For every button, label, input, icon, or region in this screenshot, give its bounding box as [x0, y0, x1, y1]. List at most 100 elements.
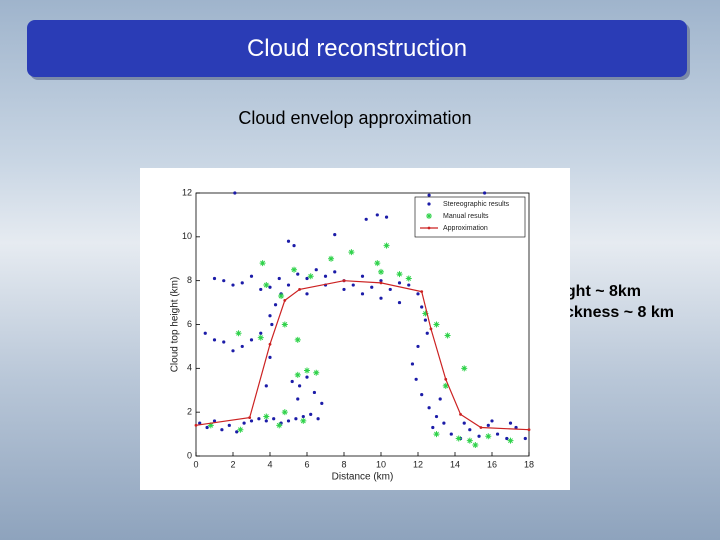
legend-label: Manual results	[443, 213, 489, 220]
y-tick-label: 8	[187, 275, 192, 285]
approximation-point	[527, 428, 531, 432]
approximation-point	[342, 279, 346, 283]
marker	[257, 334, 264, 341]
marker	[397, 300, 402, 305]
marker	[348, 249, 355, 256]
y-tick-label: 10	[182, 231, 192, 241]
marker	[227, 423, 231, 427]
marker	[379, 296, 383, 300]
marker	[300, 417, 307, 424]
approximation-point	[298, 288, 301, 291]
marker	[483, 191, 487, 195]
marker	[264, 419, 268, 423]
marker	[231, 349, 235, 353]
marker	[396, 271, 403, 278]
marker	[323, 274, 328, 278]
marker	[316, 417, 320, 421]
marker	[212, 276, 217, 281]
approximation-point	[459, 412, 462, 416]
marker	[277, 276, 281, 281]
marker	[237, 426, 244, 433]
marker	[360, 292, 365, 296]
x-axis-label: Distance (km)	[332, 472, 394, 483]
marker	[242, 421, 246, 425]
marker	[455, 435, 462, 442]
y-tick-label: 2	[187, 407, 192, 417]
marker	[231, 283, 235, 287]
marker	[508, 421, 513, 425]
legend-swatch	[427, 202, 431, 206]
marker	[410, 362, 415, 366]
marker	[370, 285, 374, 289]
marker	[423, 318, 427, 322]
marker	[240, 344, 244, 349]
approximation-point	[379, 281, 383, 285]
marker	[416, 292, 420, 296]
marker	[485, 433, 492, 440]
marker	[268, 314, 272, 318]
marker	[259, 287, 263, 292]
marker	[264, 384, 268, 388]
marker	[383, 242, 390, 249]
marker	[444, 332, 451, 339]
marker	[477, 434, 481, 438]
marker	[233, 191, 237, 195]
approximation-point	[479, 426, 483, 429]
marker	[320, 401, 324, 405]
marker	[257, 417, 261, 421]
marker	[281, 409, 288, 416]
marker	[305, 292, 309, 296]
y-axis-label: Cloud top height (km)	[170, 277, 181, 373]
marker	[276, 422, 283, 429]
marker	[472, 442, 479, 449]
marker	[422, 310, 429, 317]
marker	[351, 283, 355, 287]
x-tick-label: 2	[230, 459, 235, 469]
marker	[416, 344, 420, 349]
legend-swatch	[427, 226, 431, 230]
x-tick-label: 4	[267, 459, 272, 469]
marker	[414, 377, 418, 381]
y-tick-label: 6	[187, 319, 192, 329]
marker	[296, 272, 300, 276]
marker	[235, 330, 242, 337]
approximation-point	[444, 377, 448, 381]
marker	[333, 270, 337, 274]
marker	[290, 379, 294, 384]
y-tick-label: 4	[187, 363, 192, 373]
marker	[397, 281, 402, 285]
marker	[514, 425, 518, 430]
marker	[505, 436, 509, 441]
x-tick-label: 12	[413, 459, 423, 469]
approximation-point	[248, 416, 252, 420]
marker	[468, 428, 472, 432]
marker	[205, 425, 209, 430]
marker	[309, 412, 313, 416]
marker	[286, 239, 291, 243]
y-tick-label: 12	[182, 187, 192, 197]
marker	[407, 283, 411, 287]
marker	[292, 244, 296, 248]
marker	[249, 338, 254, 342]
marker	[433, 321, 440, 328]
marker	[240, 281, 244, 285]
marker	[442, 382, 449, 389]
marker	[427, 406, 431, 410]
marker	[263, 413, 270, 420]
marker	[305, 276, 309, 281]
marker	[486, 423, 490, 427]
marker	[291, 266, 298, 273]
legend-label: Stereographic results	[443, 201, 510, 208]
marker	[374, 260, 381, 267]
marker	[313, 369, 320, 376]
marker	[305, 375, 309, 379]
marker	[420, 393, 424, 397]
x-tick-label: 18	[524, 459, 534, 469]
approximation-point	[194, 423, 198, 427]
x-tick-label: 16	[487, 459, 497, 469]
marker	[490, 419, 494, 423]
marker	[375, 213, 379, 217]
marker	[427, 193, 431, 197]
x-tick-label: 0	[193, 459, 198, 469]
